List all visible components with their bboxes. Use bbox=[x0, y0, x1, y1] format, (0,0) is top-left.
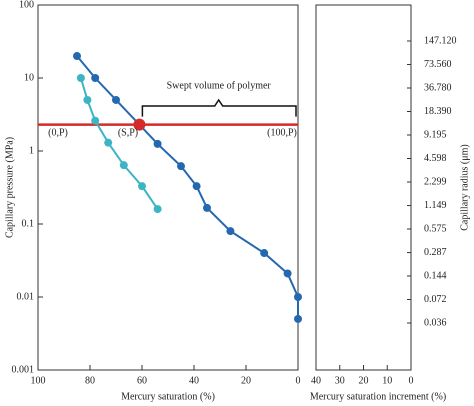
y-axis-label: Capillary pressure (MPa) bbox=[4, 137, 15, 238]
annotation: (0,P) bbox=[48, 127, 68, 138]
plot-frame bbox=[37, 4, 299, 371]
y-tick-label: 0.287 bbox=[424, 247, 447, 258]
data-point bbox=[177, 162, 185, 171]
x-tick-label: 40 bbox=[311, 375, 321, 386]
y-tick-label: 0.1 bbox=[22, 218, 35, 229]
bracket bbox=[141, 98, 297, 117]
data-point bbox=[83, 95, 92, 104]
sp-point bbox=[133, 118, 146, 131]
y-axis-label: Capillary radius (μm) bbox=[459, 144, 470, 230]
y-tick-label: 36.780 bbox=[424, 82, 452, 93]
x-tick-label: 60 bbox=[137, 375, 147, 386]
y-tick-label: 73.560 bbox=[424, 59, 452, 70]
y-tick-label: 2.299 bbox=[424, 176, 447, 187]
y-tick-label: 1.149 bbox=[424, 200, 447, 211]
y-tick-label: 100 bbox=[19, 0, 34, 10]
annotation: Swept volume of polymer bbox=[167, 80, 272, 91]
data-point bbox=[104, 138, 113, 147]
y-tick-label: 0.001 bbox=[12, 364, 35, 375]
data-point bbox=[294, 293, 302, 301]
y-tick-label: 0.575 bbox=[424, 223, 447, 234]
x-tick-label: 30 bbox=[335, 375, 345, 386]
x-tick-label: 80 bbox=[85, 375, 95, 386]
data-point bbox=[76, 74, 85, 82]
x-axis-label: Mercury saturation increment (%) bbox=[310, 391, 446, 402]
data-point bbox=[138, 182, 146, 191]
x-tick-label: 0 bbox=[296, 375, 301, 386]
y-tick-label: 4.598 bbox=[424, 153, 447, 164]
x-tick-label: 100 bbox=[31, 375, 46, 386]
y-tick-label: 147.120 bbox=[424, 35, 457, 46]
data-point bbox=[119, 161, 128, 170]
y-tick-label: 0.144 bbox=[424, 270, 447, 281]
annotation: (100,P) bbox=[267, 127, 297, 138]
y-tick-label: 18.390 bbox=[424, 106, 452, 117]
data-point bbox=[153, 205, 162, 214]
data-point bbox=[260, 249, 269, 258]
data-point bbox=[294, 314, 302, 323]
data-point bbox=[203, 203, 211, 212]
x-axis-label: Mercury saturation (%) bbox=[121, 391, 215, 402]
data-point bbox=[153, 139, 162, 148]
y-tick-label: 0.036 bbox=[424, 317, 447, 328]
y-tick-label: 9.195 bbox=[424, 129, 447, 140]
y-tick-label: 1 bbox=[29, 145, 34, 156]
data-point bbox=[91, 116, 100, 125]
plot-frame bbox=[315, 4, 412, 371]
data-point bbox=[226, 227, 235, 236]
data-point bbox=[112, 95, 120, 104]
x-tick-label: 0 bbox=[409, 375, 414, 386]
y-tick-label: 10 bbox=[24, 72, 34, 83]
x-tick-label: 40 bbox=[189, 375, 199, 386]
data-point bbox=[91, 74, 100, 82]
y-tick-label: 0.072 bbox=[424, 294, 447, 305]
y-tick-label: 0.01 bbox=[17, 291, 35, 302]
data-point bbox=[192, 182, 201, 191]
annotation: (S,P) bbox=[118, 127, 138, 138]
data-point bbox=[283, 269, 292, 278]
x-tick-label: 10 bbox=[382, 375, 392, 386]
data-point bbox=[73, 52, 81, 61]
x-tick-label: 20 bbox=[241, 375, 251, 386]
x-tick-label: 20 bbox=[359, 375, 369, 386]
series-line bbox=[76, 55, 299, 319]
